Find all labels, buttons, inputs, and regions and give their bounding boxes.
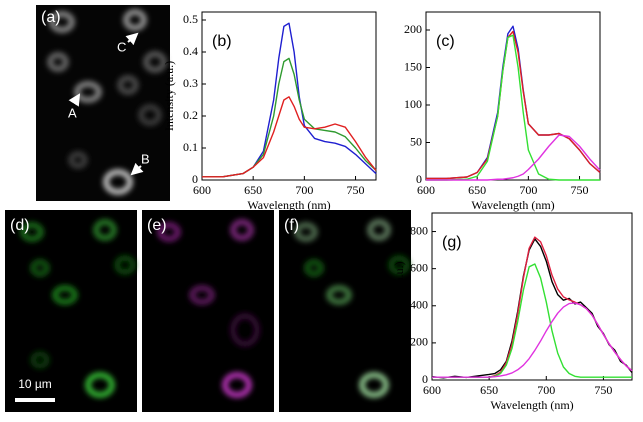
- spectrum-line: [426, 34, 600, 181]
- x-tick-label: 700: [519, 183, 537, 197]
- spectrum-line: [432, 263, 632, 378]
- y-tick-label: 0: [416, 172, 422, 186]
- image-f: (f): [279, 210, 411, 412]
- scale-bar-label: 10 µm: [18, 377, 52, 391]
- x-tick-label: 600: [423, 383, 441, 397]
- spectrum-line: [432, 236, 633, 378]
- image-e: (e): [142, 210, 274, 412]
- spectrum-line: [202, 96, 377, 178]
- plot-frame: [201, 11, 377, 181]
- spectrum-line: [426, 134, 601, 181]
- y-tick-label: 0: [422, 372, 428, 386]
- x-tick-label: 750: [594, 383, 612, 397]
- image-a: (a) A B C: [36, 5, 170, 201]
- x-tick-label: 700: [537, 383, 555, 397]
- spectrum-line: [431, 238, 633, 379]
- y-tick-label: 400: [410, 298, 428, 312]
- x-tick-label: 750: [347, 183, 365, 197]
- y-tick-label: 100: [404, 97, 422, 111]
- y-tick-label: 0.3: [183, 76, 198, 90]
- x-tick-label: 700: [295, 183, 313, 197]
- spectrum-line: [432, 302, 633, 378]
- y-tick-label: 0.1: [183, 140, 198, 154]
- y-tick-label: 800: [410, 223, 428, 237]
- x-tick-label: 600: [193, 183, 211, 197]
- y-axis-label: Intensity (a.u.): [162, 61, 176, 131]
- x-tick-label: 650: [244, 183, 262, 197]
- x-axis-label: Wavelength (nm): [471, 198, 554, 212]
- x-axis-label: Wavelength (nm): [247, 198, 330, 212]
- panel-label: (b): [212, 33, 232, 50]
- x-tick-label: 750: [571, 183, 589, 197]
- marker-label: A: [68, 105, 77, 120]
- y-tick-label: 0.5: [183, 12, 198, 26]
- marker-label: B: [141, 151, 150, 166]
- y-tick-label: 50: [410, 134, 422, 148]
- x-tick-label: 650: [480, 383, 498, 397]
- x-tick-label: 600: [417, 183, 435, 197]
- panel-label: (f): [284, 217, 299, 234]
- x-tick-label: 650: [468, 183, 486, 197]
- panel-label: (a): [41, 9, 61, 26]
- image-d: (d) 10 µm: [5, 210, 137, 412]
- x-axis-label: Wavelength (nm): [490, 398, 573, 412]
- panel-label: (d): [10, 217, 30, 234]
- spectrum-line: [202, 57, 377, 178]
- y-tick-label: 0.4: [183, 44, 198, 58]
- marker-label: C: [117, 39, 126, 54]
- y-tick-label: 0: [192, 172, 198, 186]
- plot-frame: [425, 11, 601, 181]
- plot-frame: [431, 212, 633, 381]
- y-tick-label: 600: [410, 260, 428, 274]
- y-tick-label: 150: [404, 59, 422, 73]
- panel-label: (c): [436, 33, 455, 50]
- panel-label: (g): [442, 234, 462, 251]
- y-tick-label: 0.2: [183, 108, 198, 122]
- y-axis-label: Intensity (a.u.): [392, 261, 406, 331]
- y-tick-label: 200: [404, 22, 422, 36]
- panel-label: (e): [147, 217, 167, 234]
- y-tick-label: 200: [410, 335, 428, 349]
- spectrum-line: [426, 30, 601, 180]
